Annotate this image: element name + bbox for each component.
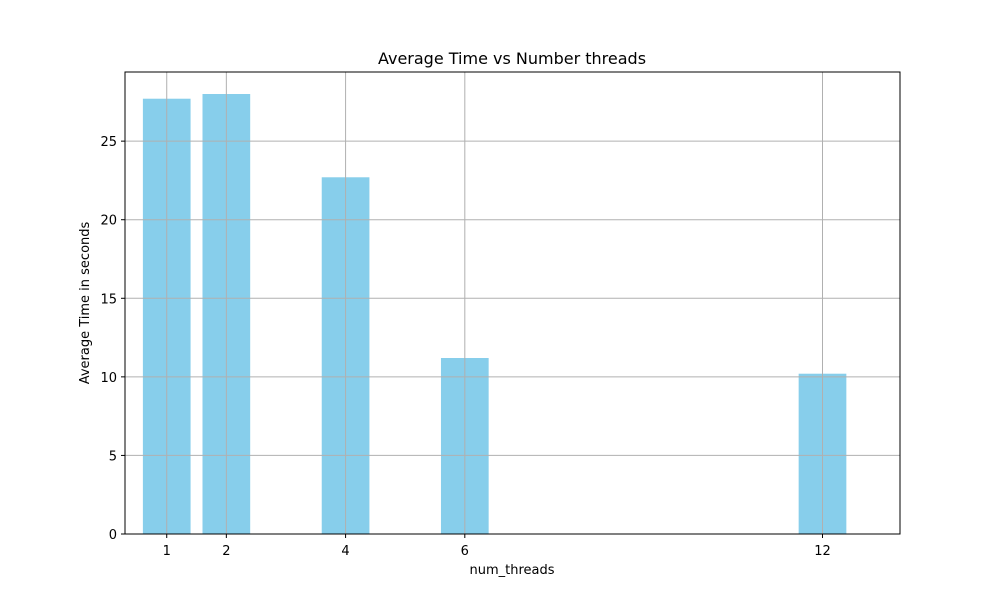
x-axis-label: num_threads [469, 563, 554, 578]
y-axis-label: Average Time in seconds [78, 221, 93, 384]
y-tick-label: 20 [100, 214, 117, 229]
x-tick-label: 6 [461, 544, 469, 559]
bars-group [142, 94, 847, 535]
y-tick-label: 10 [100, 371, 117, 386]
y-tick-label: 0 [109, 528, 117, 543]
y-tick-label: 5 [109, 449, 117, 464]
plot-frame [124, 71, 901, 535]
x-tick-label: 2 [222, 544, 230, 559]
y-tick-label: 25 [100, 135, 117, 150]
chart-title: Average Time vs Number threads [378, 49, 646, 68]
x-tick-label: 1 [163, 544, 171, 559]
x-tick-label: 12 [814, 544, 831, 559]
x-tick-label: 4 [341, 544, 349, 559]
y-tick-label: 15 [100, 292, 117, 307]
